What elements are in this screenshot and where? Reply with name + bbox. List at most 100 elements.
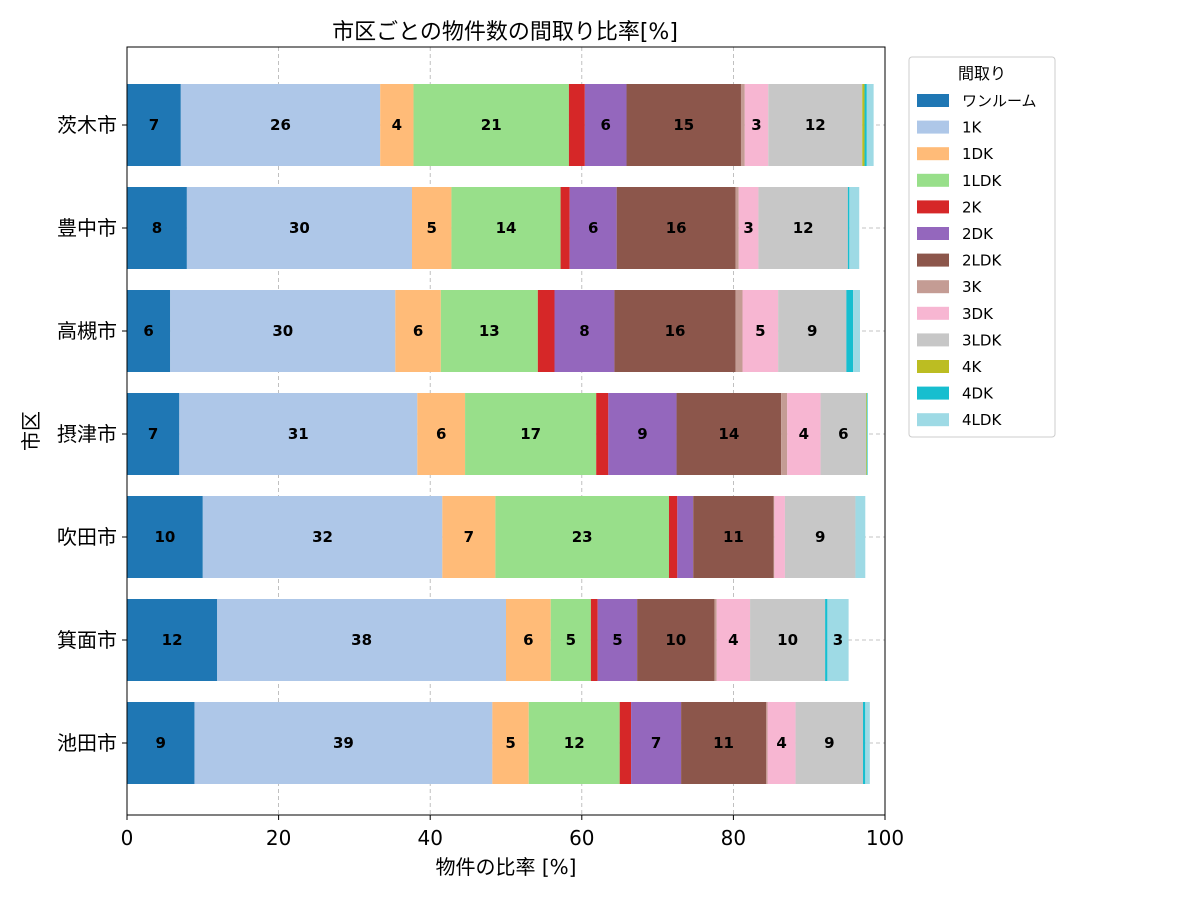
bar-segment: [412, 187, 452, 269]
bar-segment: [554, 290, 615, 372]
bar-segment: [528, 702, 620, 784]
bar-data-label: 9: [637, 425, 647, 443]
legend: 間取り ワンルーム 1K 1DK 1LDK 2K 2DK 2LDK 3K 3DK 3LDK 4K 4D…: [908, 56, 1056, 438]
bar-segment: [442, 496, 496, 578]
bar-segment: [440, 290, 538, 372]
y-tick-label: 吹田市: [57, 525, 117, 549]
bar-segment: [194, 702, 493, 784]
bar-segment: [626, 84, 741, 166]
y-tick-label: 摂津市: [57, 422, 117, 446]
bar-segment: [608, 393, 677, 475]
bar-data-label: 4: [799, 425, 809, 443]
bar-data-label: 13: [479, 322, 500, 340]
bar-data-label: 12: [162, 631, 183, 649]
bar-data-label: 14: [718, 425, 739, 443]
bar-segment: [735, 290, 743, 372]
bar-segment: [862, 84, 865, 166]
bar-labels-layer: 7 26 4 21 6 15 3 12 8 30 5 14 6 16 3 12 6 30 6 13 8 16 5 9 7 31 6 1…: [143, 116, 848, 752]
bar-segment: [758, 187, 848, 269]
legend-label: 4K: [962, 358, 983, 376]
bar-segment: [846, 290, 854, 372]
bar-segment: [569, 187, 617, 269]
bar-segment: [742, 290, 779, 372]
bar-data-label: 3: [833, 631, 843, 649]
y-tick-label: 箕面市: [57, 628, 117, 652]
bar-data-label: 30: [272, 322, 293, 340]
bar-data-label: 10: [777, 631, 798, 649]
x-axis-label: 物件の比率 [%]: [436, 855, 577, 879]
bar-segment: [774, 496, 785, 578]
bar-data-label: 38: [351, 631, 372, 649]
bar-data-label: 39: [333, 734, 354, 752]
legend-swatch: [917, 227, 949, 240]
bar-data-label: 7: [148, 425, 158, 443]
bar-data-label: 6: [600, 116, 610, 134]
bar-segment: [127, 84, 181, 166]
x-tick-label: 20: [266, 826, 291, 850]
x-axis-ticks: 0 20 40 60 80 100: [121, 815, 904, 850]
bar-data-label: 5: [566, 631, 576, 649]
bar-segment: [127, 702, 195, 784]
bar-data-label: 8: [579, 322, 589, 340]
bar-data-label: 6: [523, 631, 533, 649]
bar-data-label: 17: [520, 425, 541, 443]
bar-segment: [619, 702, 632, 784]
bar-data-label: 9: [824, 734, 834, 752]
bar-segment: [127, 290, 171, 372]
bar-data-label: 9: [156, 734, 166, 752]
bar-segment: [781, 393, 788, 475]
y-tick-label: 豊中市: [57, 216, 117, 240]
bar-data-label: 11: [723, 528, 744, 546]
legend-label: 1K: [962, 119, 983, 137]
bar-segment: [681, 702, 766, 784]
bar-segment: [596, 393, 609, 475]
bar-segment: [866, 393, 868, 475]
bar-segment: [855, 496, 866, 578]
legend-items: ワンルーム 1K 1DK 1LDK 2K 2DK 2LDK 3K 3DK 3LDK 4K 4DK 4LD…: [917, 92, 1037, 429]
bar-segment: [170, 290, 396, 372]
bar-data-label: 3: [743, 219, 753, 237]
bar-segment: [716, 599, 751, 681]
bar-segment: [795, 702, 864, 784]
bar-data-label: 3: [751, 116, 761, 134]
bar-data-label: 6: [436, 425, 446, 443]
bar-segment: [465, 393, 597, 475]
bar-segment: [740, 84, 745, 166]
y-tick-label: 池田市: [57, 731, 117, 755]
bar-data-label: 4: [728, 631, 738, 649]
bar-segment: [744, 84, 769, 166]
legend-swatch: [917, 386, 949, 400]
bar-segment: [631, 702, 682, 784]
bar-data-label: 5: [426, 219, 436, 237]
legend-label: 4DK: [962, 385, 994, 403]
bar-segment: [590, 599, 598, 681]
bar-segment: [180, 84, 381, 166]
legend-swatch: [917, 147, 949, 161]
bars-layer: [127, 84, 874, 784]
bar-segment: [550, 599, 591, 681]
bar-segment: [537, 290, 555, 372]
legend-label: ワンルーム: [962, 92, 1037, 110]
bar-data-label: 9: [815, 528, 825, 546]
bar-data-label: 31: [288, 425, 309, 443]
y-axis-label: 市区: [19, 411, 43, 451]
bar-data-label: 10: [154, 528, 175, 546]
bar-segment: [773, 496, 775, 578]
bar-data-label: 14: [496, 219, 517, 237]
bar-segment: [560, 187, 570, 269]
y-tick-label: 茨木市: [57, 113, 117, 137]
legend-label: 4LDK: [962, 411, 1002, 429]
bar-data-label: 30: [289, 219, 310, 237]
legend-label: 2LDK: [962, 252, 1002, 270]
legend-swatch: [917, 94, 949, 107]
bar-segment: [676, 393, 782, 475]
legend-label: 3DK: [962, 305, 994, 323]
bar-data-label: 15: [673, 116, 694, 134]
bar-data-label: 9: [807, 322, 817, 340]
bar-data-label: 5: [612, 631, 622, 649]
bar-data-label: 11: [713, 734, 734, 752]
legend-swatch: [917, 120, 949, 134]
bar-data-label: 12: [805, 116, 826, 134]
